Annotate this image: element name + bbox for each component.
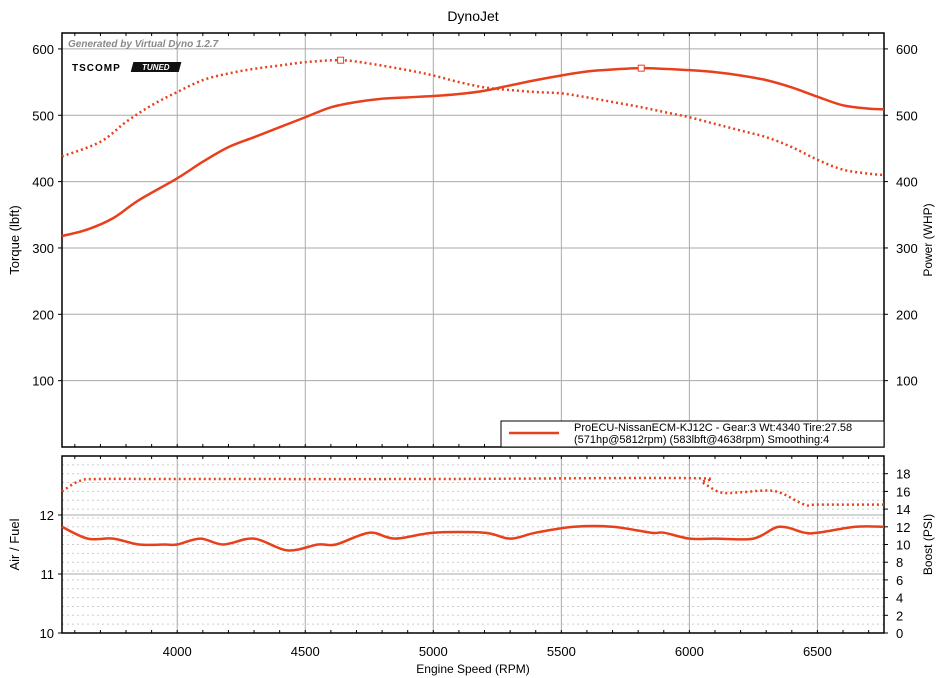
y-tick-label: 12 — [40, 508, 54, 523]
plot-frame — [61, 32, 885, 448]
y2-tick-label: 100 — [896, 374, 918, 389]
legend-line-1: ProECU-NissanECM-KJ12C - Gear:3 Wt:4340 … — [574, 422, 852, 434]
logo-badge-text: TUNED — [142, 63, 170, 72]
y2-tick-label: 200 — [896, 307, 918, 322]
series-boost — [61, 476, 884, 507]
y2-tick-label: 2 — [896, 608, 903, 623]
series-air-fuel — [61, 524, 885, 552]
y2-tick-label: 600 — [896, 42, 918, 57]
y-tick-label: 11 — [41, 567, 55, 582]
y-tick-label: 100 — [32, 374, 54, 389]
y-tick-label: 10 — [40, 626, 54, 641]
y2-tick-label: 6 — [896, 573, 903, 588]
x-tick-label: 6000 — [675, 644, 704, 659]
x-tick-label: 5000 — [419, 644, 448, 659]
series-power — [61, 66, 885, 238]
y-tick-label: 200 — [32, 307, 54, 322]
series-torque — [61, 58, 885, 177]
y2-tick-label: 4 — [896, 591, 903, 606]
logo-text: TSCOMP — [72, 63, 121, 74]
legend-line-2: (571hp@5812rpm) (583lbft@4638rpm) Smooth… — [574, 434, 829, 446]
y-axis-label: Air / Fuel — [7, 518, 22, 570]
legend-box — [500, 420, 885, 448]
y2-tick-label: 500 — [896, 108, 918, 123]
y2-tick-label: 16 — [896, 484, 910, 499]
y2-tick-label: 0 — [896, 626, 903, 641]
x-tick-label: 4000 — [163, 644, 192, 659]
x-tick-label: 4500 — [291, 644, 320, 659]
x-tick-label: 6500 — [803, 644, 832, 659]
y2-axis-label: Power (WHP) — [921, 203, 935, 276]
y-tick-label: 300 — [32, 241, 54, 256]
y2-tick-label: 10 — [896, 538, 910, 553]
peak-marker — [637, 64, 645, 72]
watermark: Generated by Virtual Dyno 1.2.7 — [68, 39, 219, 50]
y2-tick-label: 12 — [896, 520, 910, 535]
y2-tick-label: 18 — [896, 467, 910, 482]
y2-tick-label: 8 — [896, 555, 903, 570]
y-tick-label: 600 — [32, 42, 54, 57]
chart-title: DynoJet — [447, 8, 498, 24]
y2-tick-label: 14 — [896, 502, 910, 517]
y-tick-label: 500 — [32, 108, 54, 123]
x-tick-label: 5500 — [547, 644, 576, 659]
x-axis-label: Engine Speed (RPM) — [416, 662, 529, 676]
y2-axis-label: Boost (PSI) — [921, 514, 935, 575]
y-axis-label: Torque (lbft) — [7, 205, 22, 274]
logo-badge — [130, 62, 182, 72]
y2-tick-label: 400 — [896, 175, 918, 190]
peak-marker — [337, 56, 345, 64]
plot-frame — [61, 455, 885, 634]
y2-tick-label: 300 — [896, 241, 918, 256]
y-tick-label: 400 — [32, 175, 54, 190]
